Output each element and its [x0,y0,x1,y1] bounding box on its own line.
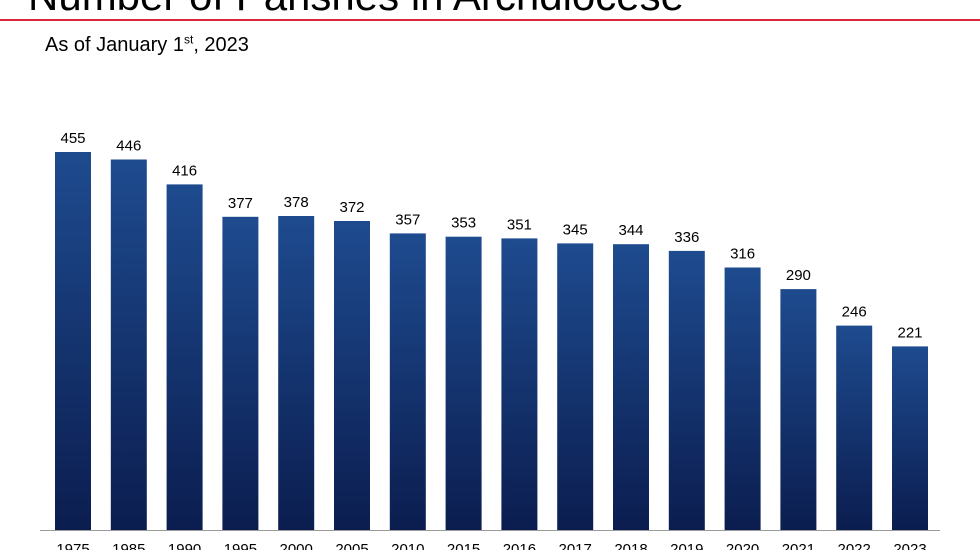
chart-subtitle: As of January 1st, 2023 [45,33,249,57]
x-tick-label-2019: 2019 [670,541,703,550]
data-label-2019: 336 [674,229,699,246]
x-tick-label-2020: 2020 [726,541,759,550]
x-tick-label-2000: 2000 [280,541,313,550]
bar-2015 [445,236,482,530]
bar-1985 [110,159,147,530]
data-label-2018: 344 [618,222,643,239]
x-tick-label-2021: 2021 [782,541,815,550]
bar-2019 [668,250,705,530]
data-label-2000: 378 [284,194,309,211]
bar-2017 [557,243,594,530]
data-label-1990: 416 [172,162,197,179]
subtitle-superscript: st [183,32,194,47]
bar-2018 [613,244,649,530]
x-tick-label-2023: 2023 [893,541,926,550]
data-label-2022: 246 [842,304,867,321]
data-label-1975: 455 [60,130,85,147]
data-label-2020: 316 [730,246,755,263]
bar-2022 [836,325,873,530]
x-tick-label-1995: 1995 [224,541,257,550]
bar-1995 [222,216,259,531]
bar-2000 [278,216,315,530]
bar-2016 [501,238,538,530]
bar-1975 [55,152,91,530]
bars-group: 455 1975 446 1985 416 1990 377 1995 378 2000 372 20… [55,130,928,550]
bar-2023 [892,346,928,530]
x-tick-label-2005: 2005 [335,541,368,550]
data-label-2016: 351 [507,216,532,233]
bar-1990 [166,184,203,530]
x-tick-label-2022: 2022 [838,541,871,550]
data-label-1985: 446 [116,138,141,155]
title-underline-rule [0,19,980,21]
data-label-2023: 221 [897,324,922,341]
x-tick-label-1985: 1985 [112,541,145,550]
x-tick-label-2018: 2018 [614,541,647,550]
bar-2005 [334,221,370,530]
data-label-2021: 290 [786,267,811,284]
x-tick-label-2015: 2015 [447,541,480,550]
data-label-1995: 377 [228,195,253,212]
x-tick-label-2017: 2017 [559,541,592,550]
subtitle-suffix: , 2023 [193,34,249,56]
x-tick-label-2010: 2010 [391,541,424,550]
data-label-2005: 372 [339,199,364,216]
x-tick-label-1975: 1975 [56,541,89,550]
bar-2021 [780,289,817,530]
data-label-2017: 345 [563,221,588,238]
x-tick-label-2016: 2016 [503,541,536,550]
x-tick-label-1990: 1990 [168,541,201,550]
bar-2020 [724,267,761,530]
chart-title: Number of Parishes in Archdiocese [28,0,684,20]
data-label-2010: 357 [395,211,420,228]
data-label-2015: 353 [451,215,476,232]
bar-2010 [389,233,426,530]
subtitle-prefix: As of January 1 [45,34,184,56]
